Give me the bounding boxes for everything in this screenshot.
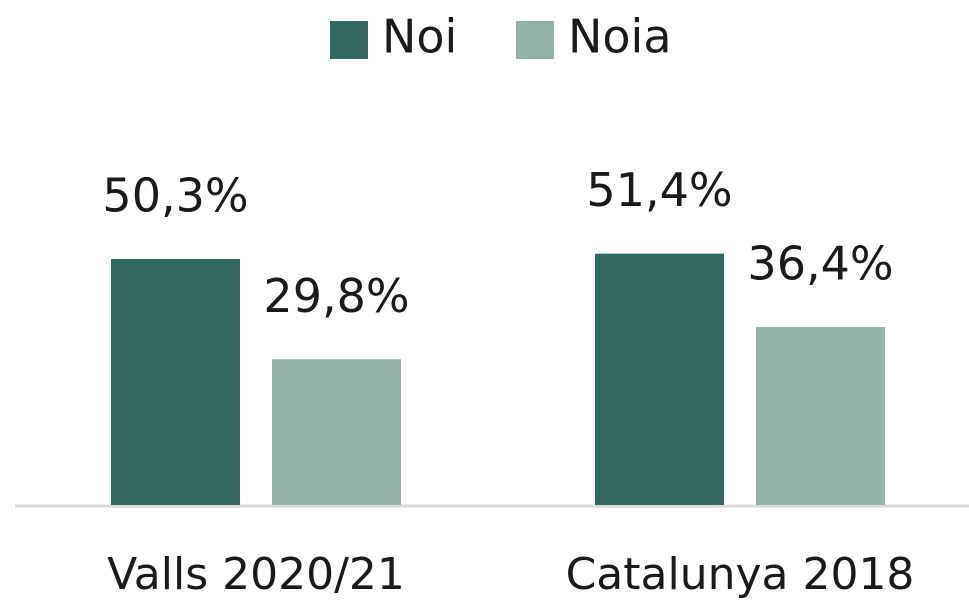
legend-label: Noia [568,10,672,64]
legend-label: Noi [382,10,457,64]
legend-swatch [516,21,554,59]
bar [595,253,724,505]
value-label: 51,4% [586,163,732,217]
value-label: 29,8% [263,269,409,323]
legend-swatch [330,21,368,59]
x-tick-label: Catalunya 2018 [566,549,915,600]
value-label: 50,3% [102,169,248,223]
bar [111,259,240,505]
bar [756,327,885,505]
value-label: 36,4% [747,237,893,291]
bar [272,359,401,505]
x-tick-label: Valls 2020/21 [107,549,405,600]
